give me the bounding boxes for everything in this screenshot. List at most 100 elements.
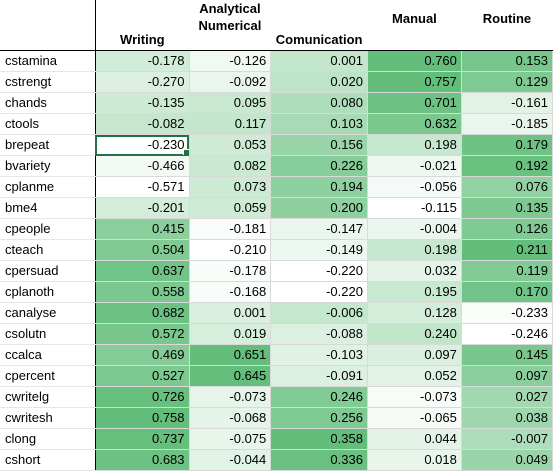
cell-analytical-numerical[interactable]: -0.181 xyxy=(189,218,272,240)
cell-analytical-numerical[interactable]: 0.645 xyxy=(189,365,272,387)
cell-writing[interactable]: 0.758 xyxy=(95,407,190,429)
row-label[interactable]: csolutn xyxy=(0,323,96,345)
row-label[interactable]: cteach xyxy=(0,239,96,261)
cell-routine[interactable]: -0.185 xyxy=(461,113,553,135)
cell-routine[interactable]: 0.135 xyxy=(461,197,553,219)
cell-manual[interactable]: 0.032 xyxy=(367,260,462,282)
row-label[interactable]: cplanme xyxy=(0,176,96,198)
row-label[interactable]: ccalca xyxy=(0,344,96,366)
cell-routine[interactable]: 0.153 xyxy=(461,50,553,72)
cell-writing[interactable]: -0.178 xyxy=(95,50,190,72)
cell-manual[interactable]: -0.065 xyxy=(367,407,462,429)
cell-routine[interactable]: 0.119 xyxy=(461,260,553,282)
column-header-comunication[interactable]: Comunication xyxy=(270,0,368,51)
cell-routine[interactable]: 0.192 xyxy=(461,155,553,177)
cell-comunication[interactable]: 0.001 xyxy=(270,50,368,72)
row-label[interactable]: cpeople xyxy=(0,218,96,240)
cell-writing[interactable]: 0.504 xyxy=(95,239,190,261)
cell-manual[interactable]: -0.004 xyxy=(367,218,462,240)
cell-routine[interactable]: -0.007 xyxy=(461,428,553,450)
cell-comunication[interactable]: -0.091 xyxy=(270,365,368,387)
cell-analytical-numerical[interactable]: -0.068 xyxy=(189,407,272,429)
cell-routine[interactable]: 0.027 xyxy=(461,386,553,408)
row-label[interactable]: cplanoth xyxy=(0,281,96,303)
cell-manual[interactable]: 0.632 xyxy=(367,113,462,135)
cell-analytical-numerical[interactable]: 0.095 xyxy=(189,92,272,114)
cell-comunication[interactable]: -0.088 xyxy=(270,323,368,345)
cell-analytical-numerical[interactable]: -0.092 xyxy=(189,71,272,93)
cell-comunication[interactable]: -0.006 xyxy=(270,302,368,324)
cell-routine[interactable]: 0.179 xyxy=(461,134,553,156)
row-label[interactable]: bme4 xyxy=(0,197,96,219)
cell-comunication[interactable]: 0.080 xyxy=(270,92,368,114)
row-label[interactable]: clong xyxy=(0,428,96,450)
cell-writing[interactable]: 0.558 xyxy=(95,281,190,303)
cell-manual[interactable]: -0.056 xyxy=(367,176,462,198)
cell-comunication[interactable]: -0.220 xyxy=(270,281,368,303)
cell-manual[interactable]: 0.240 xyxy=(367,323,462,345)
cell-comunication[interactable]: 0.358 xyxy=(270,428,368,450)
column-header-writing[interactable]: Writing xyxy=(95,0,190,51)
row-label[interactable]: canalyse xyxy=(0,302,96,324)
cell-analytical-numerical[interactable]: -0.073 xyxy=(189,386,272,408)
cell-writing[interactable]: -0.135 xyxy=(95,92,190,114)
cell-comunication[interactable]: -0.149 xyxy=(270,239,368,261)
row-label[interactable]: cwritesh xyxy=(0,407,96,429)
cell-comunication[interactable]: 0.156 xyxy=(270,134,368,156)
cell-comunication[interactable]: -0.103 xyxy=(270,344,368,366)
cell-writing[interactable]: 0.737 xyxy=(95,428,190,450)
cell-comunication[interactable]: 0.020 xyxy=(270,71,368,93)
cell-routine[interactable]: -0.161 xyxy=(461,92,553,114)
cell-routine[interactable]: 0.126 xyxy=(461,218,553,240)
cell-manual[interactable]: 0.198 xyxy=(367,134,462,156)
cell-writing[interactable]: -0.571 xyxy=(95,176,190,198)
cell-analytical-numerical[interactable]: -0.044 xyxy=(189,449,272,471)
cell-analytical-numerical[interactable]: 0.082 xyxy=(189,155,272,177)
cell-writing[interactable]: 0.527 xyxy=(95,365,190,387)
cell-analytical-numerical[interactable]: -0.168 xyxy=(189,281,272,303)
cell-analytical-numerical[interactable]: 0.651 xyxy=(189,344,272,366)
row-label[interactable]: ctools xyxy=(0,113,96,135)
column-header-routine[interactable]: Routine xyxy=(461,0,553,51)
cell-comunication[interactable]: -0.147 xyxy=(270,218,368,240)
cell-routine[interactable]: 0.170 xyxy=(461,281,553,303)
cell-writing[interactable]: 0.572 xyxy=(95,323,190,345)
cell-writing[interactable]: 0.469 xyxy=(95,344,190,366)
cell-routine[interactable]: 0.211 xyxy=(461,239,553,261)
cell-manual[interactable]: 0.018 xyxy=(367,449,462,471)
cell-analytical-numerical[interactable]: 0.059 xyxy=(189,197,272,219)
row-label[interactable]: bvariety xyxy=(0,155,96,177)
cell-analytical-numerical[interactable]: 0.053 xyxy=(189,134,272,156)
cell-writing[interactable]: -0.082 xyxy=(95,113,190,135)
cell-manual[interactable]: 0.195 xyxy=(367,281,462,303)
cell-writing[interactable]: 0.683 xyxy=(95,449,190,471)
cell-comunication[interactable]: 0.256 xyxy=(270,407,368,429)
cell-writing[interactable]: -0.270 xyxy=(95,71,190,93)
cell-routine[interactable]: -0.233 xyxy=(461,302,553,324)
cell-routine[interactable]: 0.049 xyxy=(461,449,553,471)
row-label[interactable]: cpercent xyxy=(0,365,96,387)
cell-manual[interactable]: 0.701 xyxy=(367,92,462,114)
cell-comunication[interactable]: 0.103 xyxy=(270,113,368,135)
cell-manual[interactable]: -0.115 xyxy=(367,197,462,219)
cell-routine[interactable]: 0.038 xyxy=(461,407,553,429)
cell-manual[interactable]: 0.760 xyxy=(367,50,462,72)
cell-comunication[interactable]: -0.220 xyxy=(270,260,368,282)
row-label[interactable]: cshort xyxy=(0,449,96,471)
row-label[interactable]: chands xyxy=(0,92,96,114)
cell-writing[interactable]: -0.466 xyxy=(95,155,190,177)
cell-writing[interactable]: 0.415 xyxy=(95,218,190,240)
cell-comunication[interactable]: 0.226 xyxy=(270,155,368,177)
cell-routine[interactable]: 0.145 xyxy=(461,344,553,366)
row-label[interactable]: cpersuad xyxy=(0,260,96,282)
row-label[interactable]: cstrengt xyxy=(0,71,96,93)
cell-writing[interactable]: 0.726 xyxy=(95,386,190,408)
column-header-manual[interactable]: Manual xyxy=(367,0,462,51)
cell-analytical-numerical[interactable]: -0.178 xyxy=(189,260,272,282)
cell-routine[interactable]: 0.097 xyxy=(461,365,553,387)
cell-manual[interactable]: 0.757 xyxy=(367,71,462,93)
cell-analytical-numerical[interactable]: 0.073 xyxy=(189,176,272,198)
cell-writing[interactable]: 0.637 xyxy=(95,260,190,282)
cell-analytical-numerical[interactable]: 0.019 xyxy=(189,323,272,345)
cell-comunication[interactable]: 0.200 xyxy=(270,197,368,219)
